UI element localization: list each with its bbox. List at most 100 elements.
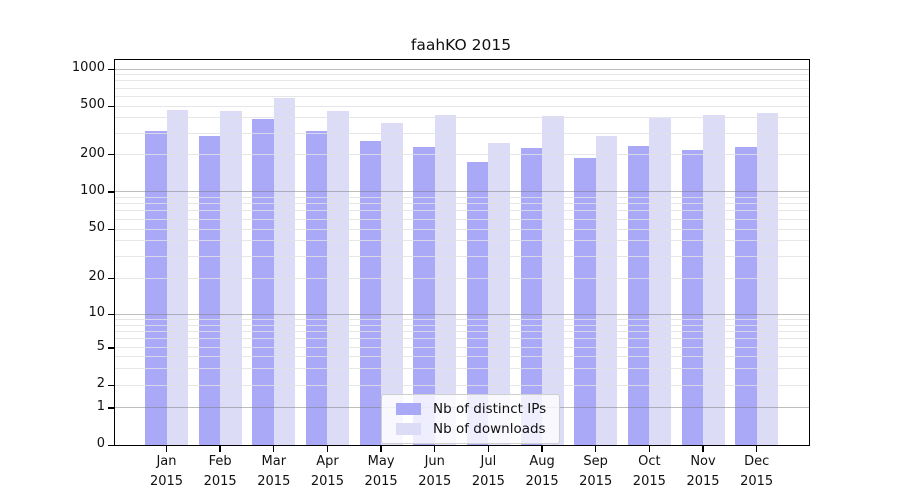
- x-tick-year: 2015: [525, 473, 559, 489]
- y-tick-label: 100: [80, 182, 105, 198]
- bar-downloads: [273, 97, 296, 445]
- x-tick-label: Jul 2015: [456, 452, 520, 491]
- x-tick-month: Jul: [480, 454, 497, 469]
- x-tick-month: May: [367, 454, 395, 469]
- y-tick: [108, 154, 114, 156]
- bar-downloads: [649, 118, 671, 445]
- x-tick-year: 2015: [632, 473, 666, 489]
- y-tick: [108, 68, 114, 70]
- x-tick-label: Aug 2015: [510, 452, 574, 491]
- x-tick: [434, 446, 436, 452]
- x-tick-month: Sep: [583, 454, 608, 469]
- x-tick: [487, 446, 490, 452]
- y-tick-label: 1: [96, 398, 105, 414]
- y-tick-label: 500: [80, 97, 105, 112]
- x-tick: [273, 446, 275, 452]
- gridline-minor: [115, 80, 809, 82]
- y-tick: [108, 407, 114, 409]
- bar-downloads: [595, 136, 618, 445]
- bar-distinct-ips: [627, 145, 650, 445]
- x-tick-month: Jan: [156, 454, 177, 469]
- x-tick-year: 2015: [740, 473, 774, 489]
- y-tick-label: 20: [88, 269, 105, 284]
- y-tick: [108, 444, 114, 447]
- gridline-minor: [115, 95, 809, 97]
- x-tick-month: Feb: [208, 454, 232, 469]
- bar-distinct-ips: [681, 150, 703, 445]
- x-tick-month: Apr: [316, 454, 339, 469]
- x-tick-year: 2015: [418, 473, 452, 489]
- y-tick: [108, 384, 114, 387]
- y-tick: [108, 105, 114, 107]
- bar-downloads: [166, 110, 188, 445]
- bar-distinct-ips: [145, 131, 167, 445]
- x-tick-label: Apr 2015: [295, 452, 359, 491]
- bar-distinct-ips: [466, 162, 489, 445]
- x-tick: [541, 446, 543, 452]
- y-tick-label: 1000: [71, 60, 105, 75]
- x-tick-month: Jun: [424, 454, 445, 469]
- x-tick-year: 2015: [257, 473, 291, 489]
- x-tick: [326, 446, 329, 452]
- bar-downloads: [703, 114, 725, 445]
- legend-label: Nb of distinct IPs: [433, 401, 547, 417]
- x-tick-year: 2015: [471, 473, 505, 489]
- plot-area: 1000 500 200 100 50 20 10 5 2 1 0 Jan 2015 Feb 2015 Mar…: [72, 59, 810, 489]
- x-tick: [595, 446, 597, 452]
- legend-entry: Nb of distinct IPs: [396, 401, 546, 417]
- gridline-minor: [115, 74, 809, 76]
- bar-distinct-ips: [252, 118, 274, 445]
- y-tick: [108, 191, 114, 193]
- x-tick-label: Nov 2015: [671, 452, 735, 491]
- x-tick-year: 2015: [364, 473, 398, 489]
- y-tick-label: 50: [88, 220, 105, 235]
- y-tick-label: 0: [96, 436, 105, 452]
- legend-label: Nb of downloads: [433, 421, 546, 437]
- y-tick-label: 5: [96, 338, 105, 354]
- x-tick-label: Feb 2015: [188, 452, 252, 491]
- legend-entry: Nb of downloads: [396, 421, 546, 437]
- bar-downloads: [220, 110, 242, 445]
- x-tick-month: Aug: [529, 454, 555, 469]
- y-tick-label: 2: [96, 376, 105, 392]
- x-tick-month: Mar: [261, 454, 287, 469]
- x-tick-year: 2015: [686, 473, 720, 489]
- bar-downloads: [542, 116, 564, 445]
- gridline-minor: [115, 87, 809, 89]
- y-tick: [108, 228, 114, 230]
- x-tick-year: 2015: [310, 473, 344, 489]
- bar-distinct-ips: [305, 131, 328, 445]
- gridline-minor: [115, 105, 809, 107]
- gridline-major: [115, 68, 809, 70]
- x-tick-month: Oct: [638, 454, 661, 469]
- x-tick-year: 2015: [579, 473, 613, 489]
- x-tick: [755, 446, 758, 452]
- x-tick: [165, 446, 168, 452]
- y-tick-label: 200: [80, 145, 105, 161]
- x-tick-label: Jan 2015: [135, 452, 199, 491]
- x-tick: [702, 446, 704, 452]
- bar-distinct-ips: [413, 147, 435, 445]
- bar-distinct-ips: [735, 146, 757, 445]
- x-tick-label: Sep 2015: [564, 452, 628, 491]
- bar-distinct-ips: [574, 158, 596, 445]
- x-tick-month: Dec: [744, 454, 770, 469]
- bar-downloads: [327, 110, 349, 445]
- bar-distinct-ips: [198, 136, 221, 445]
- x-tick: [648, 446, 651, 452]
- y-tick: [108, 347, 114, 349]
- bar-downloads: [756, 113, 779, 445]
- bar-distinct-ips: [520, 147, 543, 445]
- y-tick: [108, 277, 114, 279]
- y-tick: [108, 313, 114, 316]
- x-tick: [380, 446, 382, 452]
- x-tick-year: 2015: [203, 473, 237, 489]
- x-tick: [219, 446, 221, 452]
- x-tick-label: May 2015: [349, 452, 413, 491]
- x-tick-label: Jun 2015: [403, 452, 467, 491]
- bar-distinct-ips: [359, 141, 382, 445]
- legend-swatch: [396, 403, 421, 415]
- x-tick-label: Mar 2015: [242, 452, 306, 491]
- y-tick-label: 10: [88, 305, 105, 321]
